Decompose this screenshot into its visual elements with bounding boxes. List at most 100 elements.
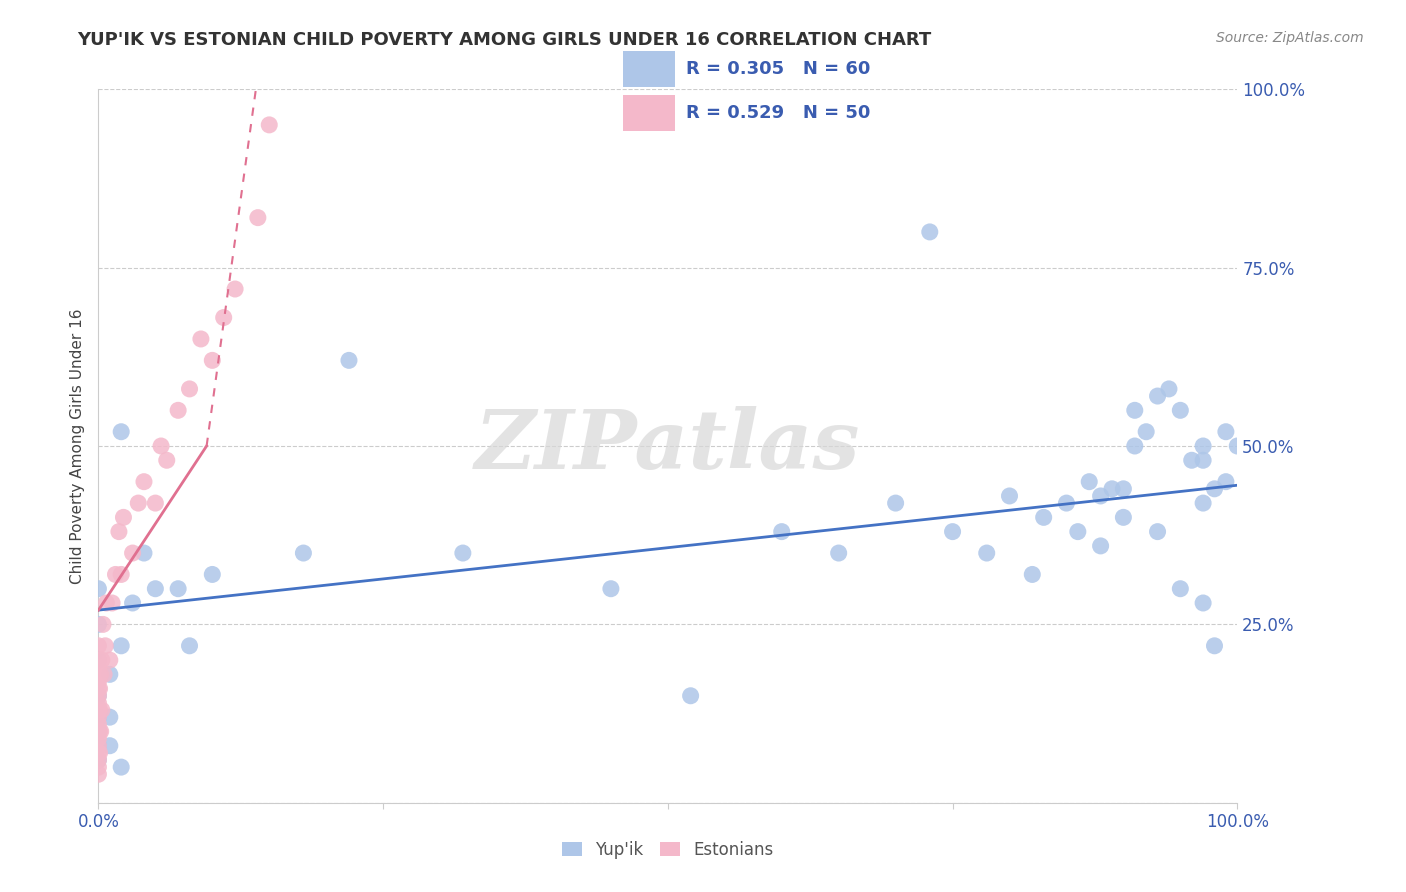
Point <box>93 667 115 681</box>
Point <box>1181 453 1204 467</box>
Point <box>259 118 281 132</box>
Point <box>121 546 143 560</box>
Point <box>179 382 201 396</box>
Point <box>292 546 315 560</box>
Point <box>132 475 155 489</box>
Point <box>201 353 224 368</box>
Point <box>1123 403 1146 417</box>
Point <box>91 617 114 632</box>
Point <box>87 681 110 696</box>
Point <box>89 703 111 717</box>
Point <box>1192 496 1215 510</box>
Point <box>1090 489 1112 503</box>
Point <box>121 596 143 610</box>
Point <box>87 739 110 753</box>
Point <box>1054 496 1078 510</box>
Point <box>828 546 851 560</box>
FancyBboxPatch shape <box>623 95 675 131</box>
Text: ZIPatlas: ZIPatlas <box>475 406 860 486</box>
Point <box>1215 425 1237 439</box>
Point <box>918 225 941 239</box>
Point <box>600 582 623 596</box>
Point <box>110 760 132 774</box>
Point <box>104 567 127 582</box>
Point <box>87 724 110 739</box>
Point <box>96 596 118 610</box>
Point <box>87 674 110 689</box>
Point <box>98 653 121 667</box>
Point <box>998 489 1021 503</box>
Point <box>89 746 111 760</box>
Point <box>87 689 110 703</box>
Point <box>337 353 360 368</box>
Point <box>87 746 110 760</box>
Point <box>190 332 212 346</box>
Point <box>679 689 702 703</box>
Text: R = 0.529   N = 50: R = 0.529 N = 50 <box>686 104 870 122</box>
Text: Source: ZipAtlas.com: Source: ZipAtlas.com <box>1216 31 1364 45</box>
Text: YUP'IK VS ESTONIAN CHILD POVERTY AMONG GIRLS UNDER 16 CORRELATION CHART: YUP'IK VS ESTONIAN CHILD POVERTY AMONG G… <box>77 31 932 49</box>
Point <box>87 653 110 667</box>
Point <box>87 760 110 774</box>
Point <box>976 546 998 560</box>
Point <box>90 667 112 681</box>
Point <box>179 639 201 653</box>
Point <box>1215 475 1237 489</box>
Point <box>1192 453 1215 467</box>
Point <box>942 524 965 539</box>
Point <box>87 724 110 739</box>
Point <box>87 703 110 717</box>
Point <box>87 767 110 781</box>
Point <box>1123 439 1146 453</box>
Point <box>145 496 167 510</box>
Point <box>87 717 110 731</box>
Point <box>1067 524 1090 539</box>
Point <box>156 453 179 467</box>
Point <box>94 639 117 653</box>
Point <box>87 696 110 710</box>
Point <box>87 689 110 703</box>
Point <box>1112 510 1135 524</box>
Point <box>87 710 110 724</box>
Point <box>1032 510 1054 524</box>
Point <box>132 546 155 560</box>
Point <box>1021 567 1043 582</box>
Point <box>87 617 110 632</box>
Point <box>90 724 112 739</box>
Point <box>108 524 131 539</box>
Point <box>212 310 235 325</box>
Point <box>1146 389 1168 403</box>
Point <box>87 710 110 724</box>
Point <box>90 703 112 717</box>
Point <box>1170 403 1192 417</box>
Point <box>89 681 111 696</box>
Point <box>770 524 793 539</box>
Point <box>1204 482 1226 496</box>
Point <box>1192 439 1215 453</box>
Point <box>1226 439 1249 453</box>
Y-axis label: Child Poverty Among Girls Under 16: Child Poverty Among Girls Under 16 <box>69 309 84 583</box>
Point <box>110 567 132 582</box>
Point <box>98 739 121 753</box>
Point <box>87 753 110 767</box>
Point <box>1157 382 1180 396</box>
Point <box>87 660 110 674</box>
Point <box>167 582 190 596</box>
Point <box>127 496 149 510</box>
Point <box>150 439 173 453</box>
Text: R = 0.305   N = 60: R = 0.305 N = 60 <box>686 60 870 78</box>
Point <box>1090 539 1112 553</box>
Point <box>87 739 110 753</box>
Point <box>1192 596 1215 610</box>
Point <box>87 753 110 767</box>
Point <box>451 546 474 560</box>
Point <box>884 496 907 510</box>
Point <box>90 653 112 667</box>
Point <box>87 667 110 681</box>
FancyBboxPatch shape <box>623 51 675 87</box>
Point <box>87 731 110 746</box>
Point <box>1135 425 1157 439</box>
Point <box>145 582 167 596</box>
Point <box>89 724 111 739</box>
Point <box>1101 482 1123 496</box>
